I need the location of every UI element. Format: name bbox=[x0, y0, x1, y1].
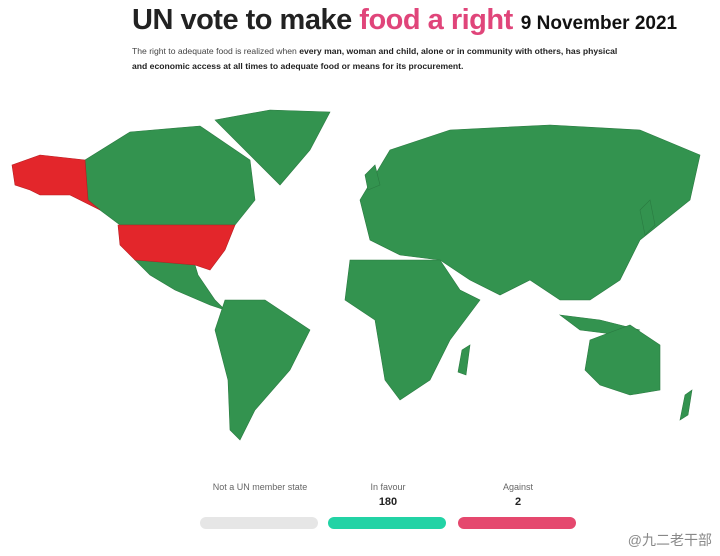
legend-label: In favour bbox=[370, 482, 406, 492]
legend-label: Against bbox=[502, 482, 534, 492]
japan bbox=[639, 199, 656, 236]
watermark: @九二老干部 bbox=[627, 532, 712, 548]
south-america bbox=[214, 299, 311, 441]
australia bbox=[584, 324, 661, 396]
madagascar bbox=[457, 344, 471, 376]
subtitle-bold: every man, woman and child, alone or in … bbox=[132, 46, 618, 71]
africa bbox=[344, 259, 481, 401]
date: 9 November 2021 bbox=[520, 13, 678, 34]
title-highlight: food a right bbox=[359, 4, 513, 36]
title: UN vote to make food a right 9 November 2… bbox=[132, 4, 677, 37]
uk bbox=[364, 164, 381, 191]
new-zealand bbox=[679, 389, 693, 421]
legend-count: 2 bbox=[514, 496, 522, 508]
title-start: UN vote to make bbox=[132, 4, 352, 36]
legend-label: Not a UN member state bbox=[212, 482, 308, 492]
eurasia bbox=[359, 124, 701, 301]
legend-bar bbox=[458, 517, 576, 529]
legend-item: In favour 180 bbox=[328, 482, 448, 508]
legend-count: 180 bbox=[378, 496, 398, 508]
legend-item: Against 2 bbox=[458, 482, 578, 508]
subtitle: The right to adequate food is realized w… bbox=[132, 44, 632, 74]
legend-item: Not a UN member state bbox=[200, 482, 320, 492]
legend-bar bbox=[328, 517, 446, 529]
subtitle-start: The right to adequate food is realized w… bbox=[132, 46, 300, 56]
united-states bbox=[117, 224, 236, 271]
greenland bbox=[214, 109, 331, 186]
world-map bbox=[11, 109, 701, 441]
alaska bbox=[11, 154, 101, 211]
canada bbox=[84, 125, 256, 226]
legend-bar bbox=[200, 517, 318, 529]
